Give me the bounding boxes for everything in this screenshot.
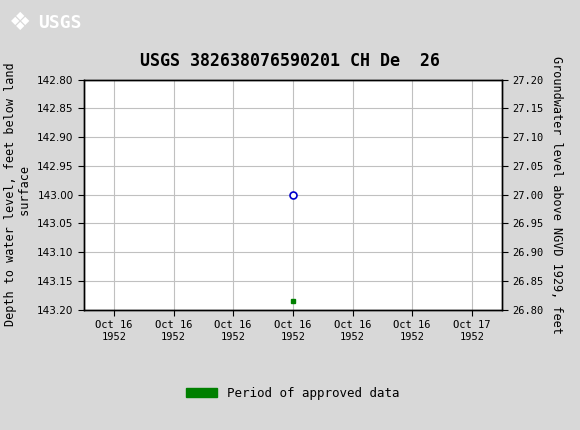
Y-axis label: Depth to water level, feet below land
 surface: Depth to water level, feet below land su… [3, 63, 32, 326]
Legend: Period of approved data: Period of approved data [181, 381, 405, 405]
Text: USGS 382638076590201 CH De  26: USGS 382638076590201 CH De 26 [140, 52, 440, 70]
Text: USGS: USGS [38, 14, 81, 31]
Y-axis label: Groundwater level above NGVD 1929, feet: Groundwater level above NGVD 1929, feet [550, 55, 563, 334]
Text: ❖: ❖ [9, 11, 31, 34]
